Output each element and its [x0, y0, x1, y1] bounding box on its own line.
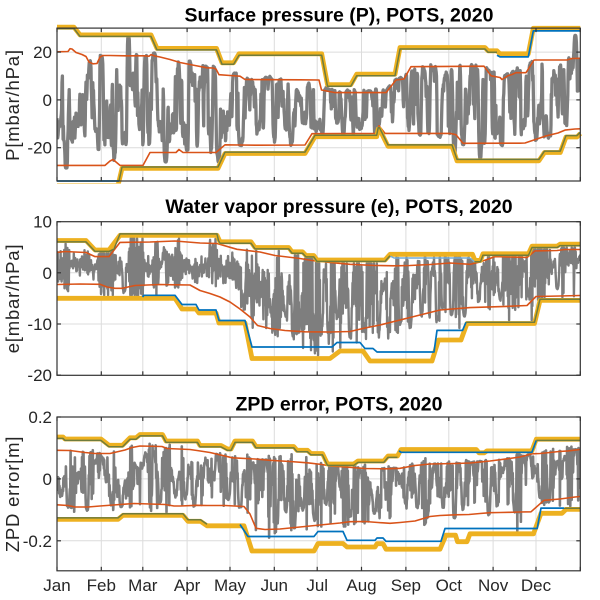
svg-text:Feb: Feb: [87, 576, 116, 595]
svg-text:ZPD error, POTS, 2020: ZPD error, POTS, 2020: [235, 394, 442, 416]
svg-text:Jun: Jun: [261, 576, 288, 595]
svg-text:Dec: Dec: [521, 576, 552, 595]
svg-text:-10: -10: [27, 315, 52, 334]
svg-text:May: May: [214, 576, 247, 595]
svg-text:10: 10: [33, 213, 52, 232]
svg-text:Mar: Mar: [128, 576, 158, 595]
svg-text:ZPD error[m]: ZPD error[m]: [2, 436, 23, 553]
svg-text:Surface pressure (P), POTS, 20: Surface pressure (P), POTS, 2020: [185, 5, 494, 27]
svg-text:0: 0: [43, 470, 52, 489]
svg-text:-20: -20: [27, 366, 52, 385]
svg-text:0: 0: [43, 264, 52, 283]
svg-text:Apr: Apr: [174, 576, 201, 595]
svg-text:20: 20: [33, 43, 52, 62]
svg-text:Sep: Sep: [391, 576, 421, 595]
svg-text:Jan: Jan: [43, 576, 70, 595]
svg-text:-0.2: -0.2: [23, 532, 52, 551]
svg-text:0: 0: [43, 91, 52, 110]
svg-text:P[mbar/hPa]: P[mbar/hPa]: [2, 49, 23, 161]
svg-text:0.2: 0.2: [28, 408, 52, 427]
svg-text:Water vapor pressure (e), POTS: Water vapor pressure (e), POTS, 2020: [165, 196, 512, 218]
svg-text:Jul: Jul: [306, 576, 328, 595]
svg-text:-20: -20: [27, 139, 52, 158]
svg-text:Nov: Nov: [478, 576, 509, 595]
svg-text:e[mbar/hPa]: e[mbar/hPa]: [2, 244, 23, 354]
svg-text:Oct: Oct: [436, 576, 463, 595]
svg-text:Aug: Aug: [346, 576, 376, 595]
